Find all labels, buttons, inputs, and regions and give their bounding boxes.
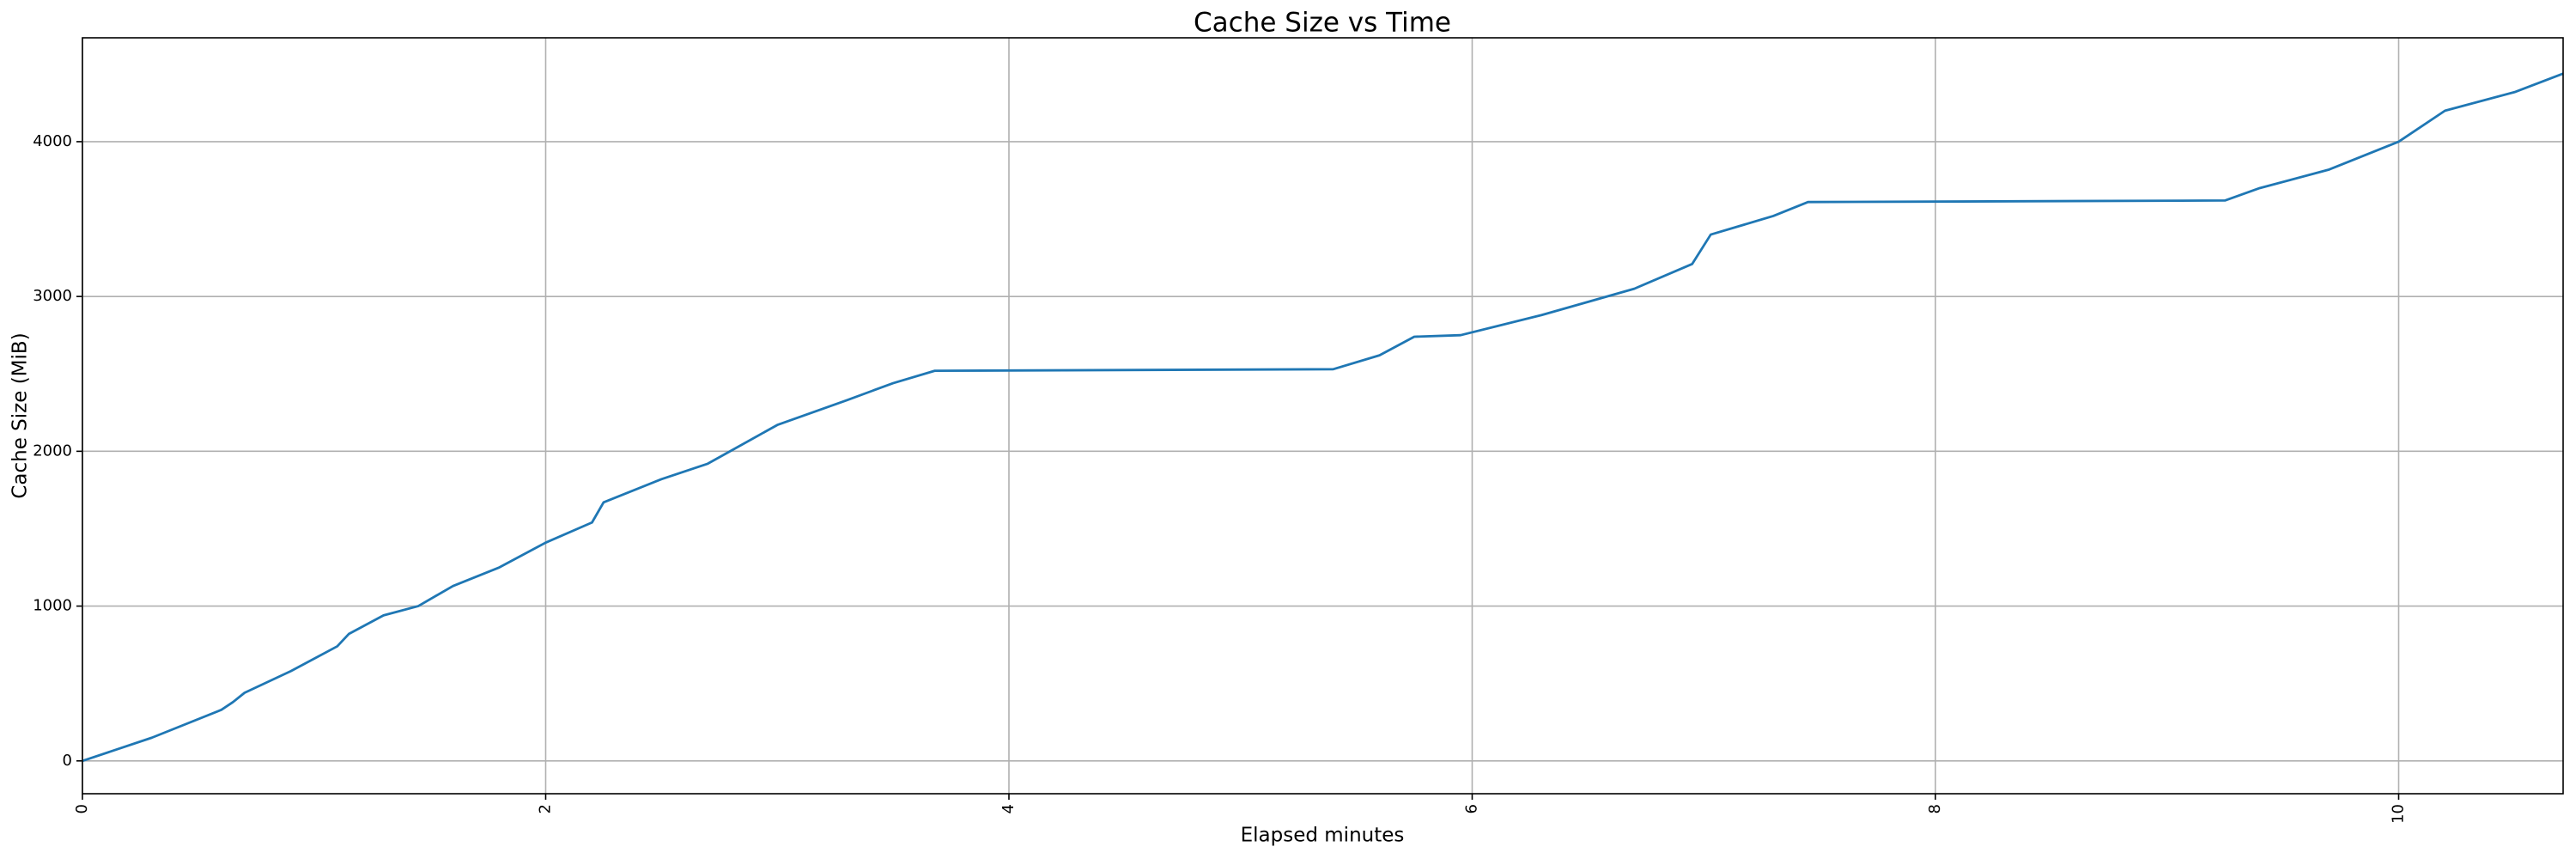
x-tick-label: 2 <box>536 804 554 813</box>
x-tick-label: 4 <box>999 804 1018 813</box>
y-tick-label: 3000 <box>33 287 72 305</box>
x-axis-label: Elapsed minutes <box>1241 825 1405 847</box>
data-line <box>82 72 2564 763</box>
y-tick-label: 2000 <box>33 442 72 460</box>
y-tick-label: 4000 <box>33 132 72 150</box>
chart-title: Cache Size vs Time <box>1194 8 1451 39</box>
y-axis-label: Cache Size (MiB) <box>9 332 32 498</box>
x-tick-label: 6 <box>1462 804 1480 813</box>
x-tick-label: 8 <box>1926 804 1944 813</box>
x-tick-label: 10 <box>2389 804 2407 824</box>
plot-frame <box>82 37 2564 795</box>
x-tick-label: 0 <box>73 804 91 813</box>
y-tick-label: 1000 <box>33 597 72 615</box>
y-tick-label: 0 <box>63 752 72 770</box>
